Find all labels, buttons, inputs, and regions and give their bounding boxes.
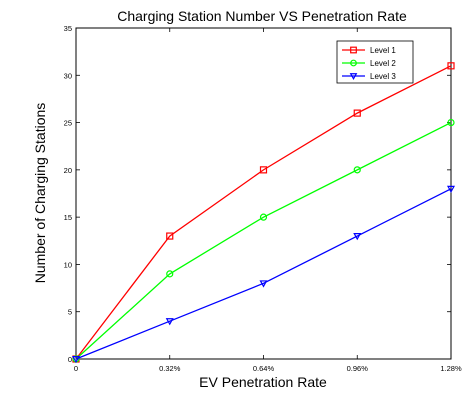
legend-marker xyxy=(349,73,358,81)
y-tick-label: 35 xyxy=(64,24,72,33)
chart-title: Charging Station Number VS Penetration R… xyxy=(117,8,407,24)
series-layer xyxy=(71,62,456,364)
data-point xyxy=(259,280,268,288)
x-axis: 0 0.32% 0.64% 0.96% 1.28% xyxy=(74,28,462,373)
series-line xyxy=(75,121,452,360)
data-point xyxy=(447,118,455,127)
data-point xyxy=(259,213,268,221)
data-point xyxy=(353,166,361,174)
data-point xyxy=(71,356,81,364)
data-point xyxy=(259,166,268,174)
x-tick-label: 0.96% xyxy=(347,364,369,373)
y-tick-label: 25 xyxy=(64,119,72,128)
data-point xyxy=(353,109,361,117)
legend: Level 1 Level 2 Level 3 xyxy=(336,40,414,84)
series-line xyxy=(75,65,452,360)
x-tick-label: 0.64% xyxy=(253,364,275,373)
legend-marker xyxy=(350,46,357,54)
series-2 xyxy=(72,118,455,363)
y-tick-label: 10 xyxy=(64,260,72,269)
series-3 xyxy=(71,185,456,364)
series-line xyxy=(75,188,452,360)
data-point xyxy=(165,318,174,326)
y-tick-label: 15 xyxy=(64,213,72,222)
legend-marker xyxy=(350,59,357,67)
y-tick-label: 30 xyxy=(64,71,72,80)
x-tick-label: 1.28% xyxy=(440,364,462,373)
data-point xyxy=(447,62,455,70)
y-tick-label: 5 xyxy=(68,308,72,317)
data-point xyxy=(166,270,174,278)
x-axis-title: EV Penetration Rate xyxy=(199,374,327,390)
y-tick-label: 20 xyxy=(64,166,72,175)
y-axis-title: Number of Charging Stations xyxy=(32,103,48,284)
data-point xyxy=(446,185,456,194)
x-tick-label: 0.32% xyxy=(159,364,181,373)
legend-label: Level 1 xyxy=(370,46,396,55)
data-point xyxy=(353,233,362,241)
legend-label: Level 3 xyxy=(370,72,396,81)
y-tick-label: 0 xyxy=(68,355,72,364)
data-point xyxy=(166,232,174,240)
x-tick-label: 0 xyxy=(74,364,78,373)
legend-label: Level 2 xyxy=(370,59,396,68)
